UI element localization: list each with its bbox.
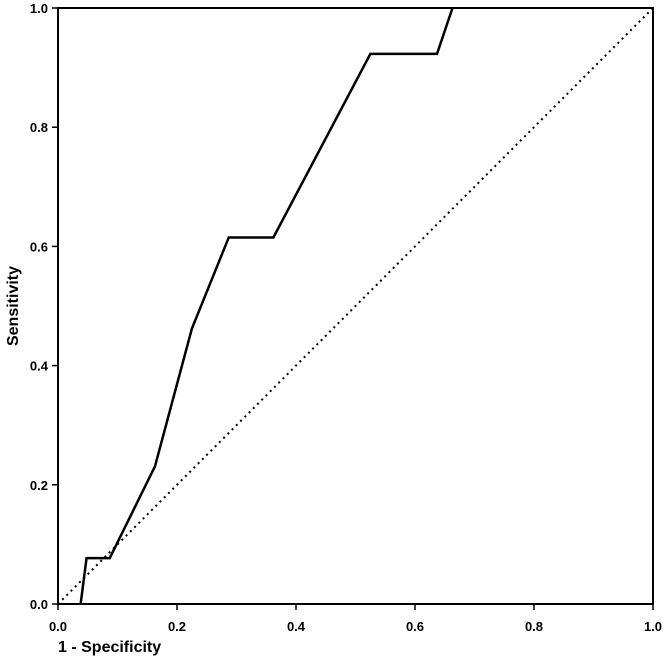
x-tick-label: 1.0 — [644, 619, 662, 634]
plot-frame — [57, 7, 654, 605]
x-tick-label: 0.8 — [525, 619, 543, 634]
roc-curve-line — [79, 7, 454, 605]
series-layer — [57, 7, 654, 605]
y-tick-label: 0.4 — [30, 359, 49, 374]
y-tick-label: 0.6 — [30, 239, 48, 254]
x-tick-label: 0.6 — [406, 619, 424, 634]
y-tick-label: 0.8 — [30, 120, 48, 135]
y-tick-label: 1.0 — [30, 1, 48, 16]
x-axis-ticks: 0.0 0.2 0.4 0.6 0.8 1.0 — [49, 604, 662, 634]
y-tick-label: 0.0 — [30, 597, 48, 612]
x-tick-label: 0.4 — [287, 619, 306, 634]
x-tick-label: 0.2 — [168, 619, 186, 634]
y-axis-title: Sensitivity — [5, 266, 22, 346]
y-axis-ticks: 0.0 0.2 0.4 0.6 0.8 1.0 — [30, 1, 58, 612]
y-tick-label: 0.2 — [30, 478, 48, 493]
x-axis-title: 1 - Specificity — [58, 639, 161, 656]
reference-diagonal-line — [57, 7, 654, 605]
x-tick-label: 0.0 — [49, 619, 67, 634]
